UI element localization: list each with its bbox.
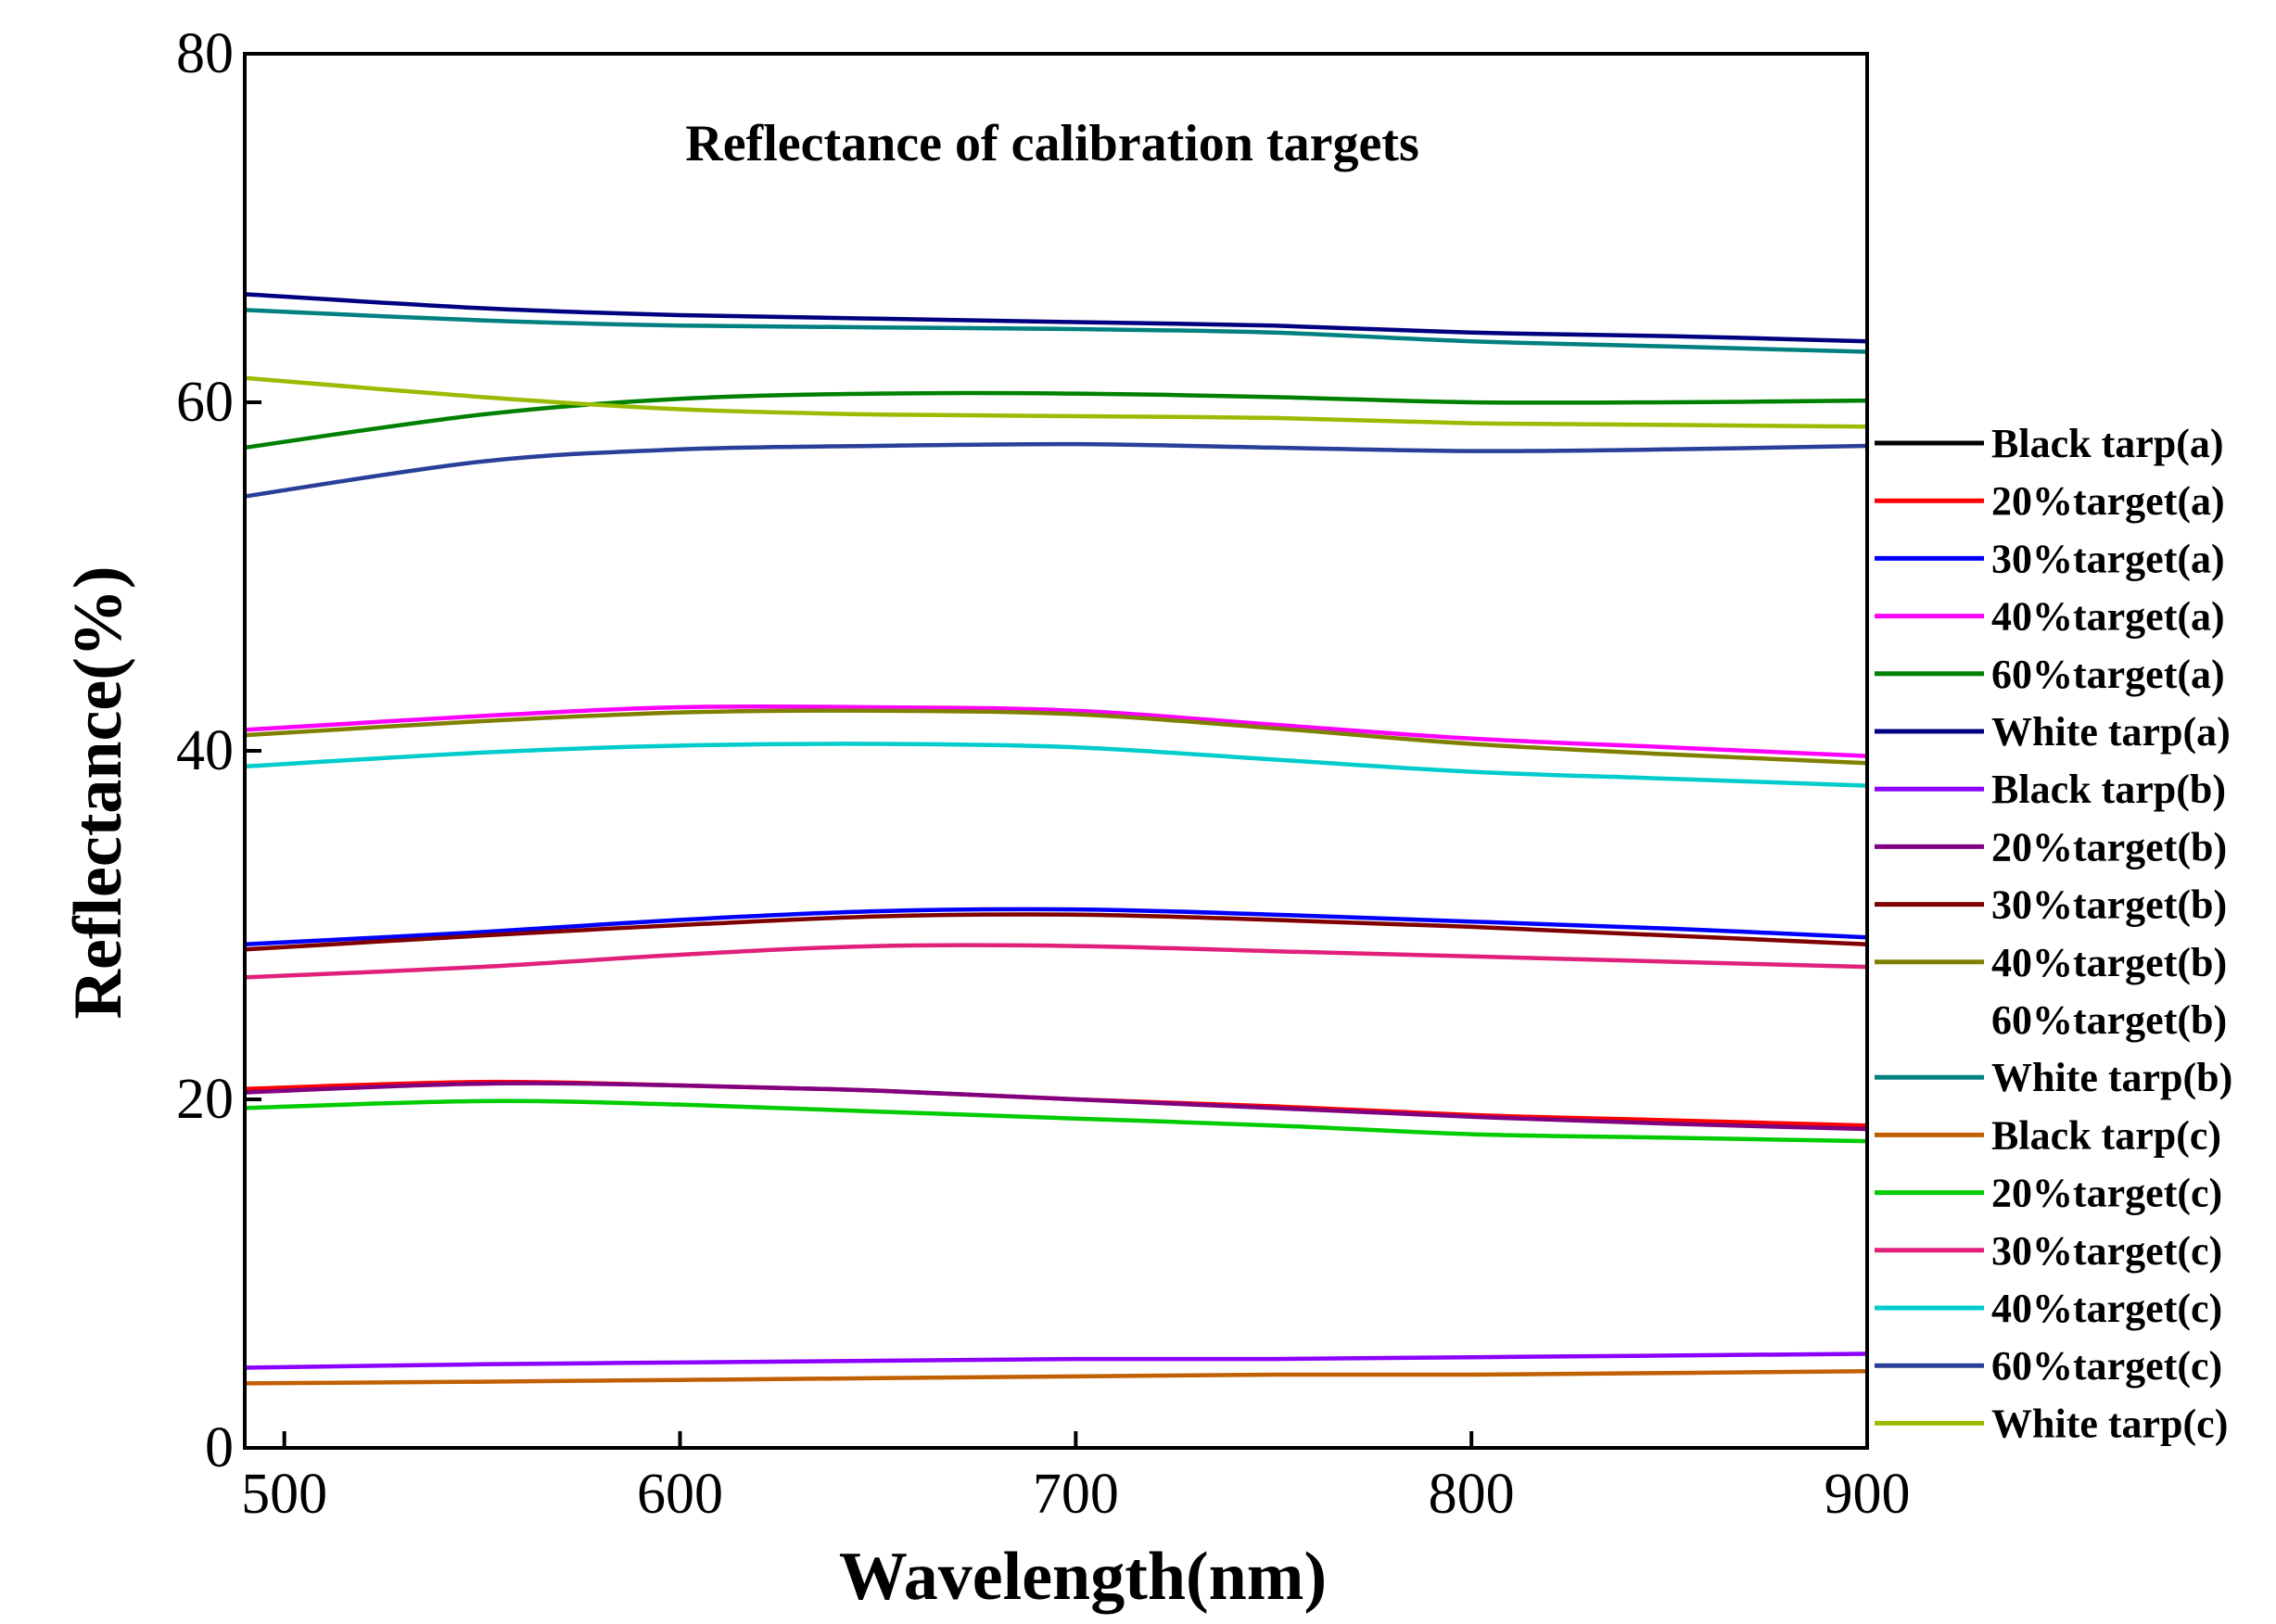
legend-item-20pct-target-c: 20%target(c): [1875, 1171, 2222, 1216]
legend-item-40pct-target-a: 40%target(a): [1875, 594, 2225, 640]
legend-label: 20%target(a): [1991, 478, 2225, 524]
legend-label: 20%target(c): [1991, 1171, 2222, 1216]
series-line-40pct-target-c: [244, 742, 1868, 788]
legend-item-30pct-target-b: 30%target(b): [1875, 882, 2227, 928]
legend-item-60pct-target-c: 60%target(c): [1875, 1343, 2222, 1389]
series-line-white-tarp-a: [244, 292, 1868, 344]
series-line-white-tarp-c: [244, 375, 1868, 429]
x-axis-title: Wavelength(nm): [839, 1539, 1327, 1615]
series-line-20pct-target-c: [244, 1098, 1868, 1144]
legend-item-30pct-target-a: 30%target(a): [1875, 536, 2225, 581]
legend-label: 40%target(b): [1991, 940, 2227, 985]
series-line-20pct-target-b: [244, 1081, 1868, 1132]
series-line-white-tarp-b: [244, 308, 1868, 354]
legend-item-60pct-target-a: 60%target(a): [1875, 652, 2225, 697]
legend-label: Black tarp(b): [1991, 767, 2226, 812]
legend-item-black-tarp-a: Black tarp(a): [1875, 421, 2224, 466]
x-tick-label-700: 700: [1033, 1463, 1119, 1526]
legend-item-40pct-target-b: 40%target(b): [1875, 940, 2227, 985]
x-tick-label-500: 500: [241, 1463, 327, 1526]
legend-item-20pct-target-a: 20%target(a): [1875, 478, 2225, 524]
tick-layer: 500 600 700 800 900 0 20 40 60 80: [176, 22, 1911, 1526]
y-tick-label-20: 20: [176, 1068, 234, 1131]
series-line-30pct-target-c: [244, 943, 1868, 980]
legend-item-60pct-target-b: 60%target(b): [1875, 997, 2227, 1043]
legend: Black tarp(a) 20%target(a) 30%target(a) 40%…: [1875, 421, 2232, 1446]
series-line-60pct-target-c: [244, 441, 1868, 499]
y-tick-label-40: 40: [176, 719, 234, 782]
legend-label: 60%target(b): [1991, 997, 2227, 1043]
x-tick-label-600: 600: [637, 1463, 723, 1526]
chart-title: Reflectance of calibration targets: [685, 115, 1419, 172]
legend-item-black-tarp-c: Black tarp(c): [1875, 1112, 2221, 1158]
legend-label: 20%target(b): [1991, 824, 2227, 869]
legend-label: White tarp(a): [1991, 709, 2231, 755]
series-line-30pct-target-b: [244, 912, 1868, 952]
legend-item-black-tarp-b: Black tarp(b): [1875, 767, 2226, 812]
legend-label: White tarp(b): [1991, 1055, 2232, 1100]
legend-label: 30%target(a): [1991, 536, 2225, 581]
legend-label: 60%target(c): [1991, 1343, 2222, 1389]
legend-item-white-tarp-a: White tarp(a): [1875, 709, 2231, 755]
legend-label: White tarp(c): [1991, 1401, 2228, 1446]
legend-label: 40%target(c): [1991, 1286, 2222, 1331]
legend-label: 30%target(c): [1991, 1228, 2222, 1274]
legend-item-40pct-target-c: 40%target(c): [1875, 1286, 2222, 1331]
series-line-black-tarp-b: [244, 1351, 1868, 1370]
series-line-30pct-target-a: [244, 907, 1868, 946]
x-tick-label-800: 800: [1429, 1463, 1515, 1526]
y-tick-label-60: 60: [176, 371, 234, 434]
series-line-40pct-target-a: [244, 704, 1868, 758]
x-tick-label-900: 900: [1825, 1463, 1911, 1526]
legend-label: Black tarp(c): [1991, 1112, 2221, 1158]
legend-label: Black tarp(a): [1991, 421, 2224, 466]
series-line-black-tarp-c: [244, 1369, 1868, 1386]
y-tick-label-0: 0: [205, 1416, 234, 1479]
legend-label: 30%target(b): [1991, 882, 2227, 928]
legend-label: 60%target(a): [1991, 652, 2225, 697]
series-line-40pct-target-b: [244, 708, 1868, 766]
legend-item-white-tarp-b: White tarp(b): [1875, 1055, 2232, 1100]
y-axis-title: Reflectance(%): [60, 566, 136, 1020]
series-layer: [244, 292, 1868, 1386]
legend-item-20pct-target-b: 20%target(b): [1875, 824, 2227, 869]
legend-label: 40%target(a): [1991, 594, 2225, 640]
y-tick-label-80: 80: [176, 22, 234, 85]
legend-item-30pct-target-c: 30%target(c): [1875, 1228, 2222, 1274]
series-line-60pct-target-a: [244, 390, 1868, 450]
legend-item-white-tarp-c: White tarp(c): [1875, 1401, 2228, 1446]
